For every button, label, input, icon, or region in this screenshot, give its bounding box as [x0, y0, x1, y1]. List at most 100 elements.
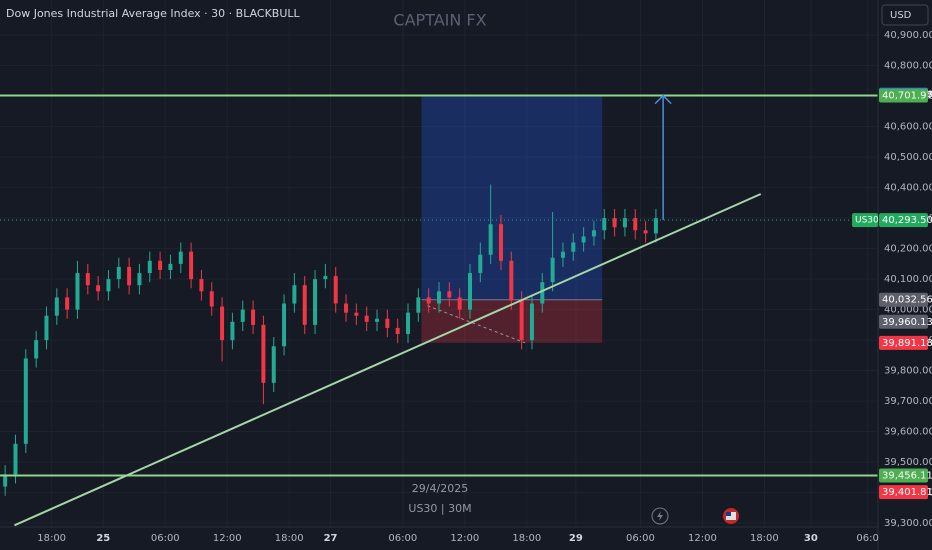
x-tick-label: 25	[96, 533, 110, 544]
x-tick-label: 06:00	[626, 533, 655, 544]
candle-body	[550, 257, 555, 283]
candle-body	[416, 297, 421, 313]
y-tick-label: 39,300.00	[884, 518, 932, 529]
candle-body	[54, 297, 59, 316]
candle-body	[209, 291, 214, 307]
y-tick-label: 39,700.00	[884, 396, 932, 407]
x-tick-label: 18:00	[37, 533, 66, 544]
price-badge-label: 39,960.13	[882, 317, 932, 328]
currency-box[interactable]	[881, 4, 929, 26]
candle-body	[406, 312, 411, 335]
price-badge-label: 40,032.56	[882, 295, 932, 306]
candle-body	[643, 230, 648, 234]
candle-body	[478, 254, 483, 274]
price-badge-label: 39,891.18	[882, 338, 932, 349]
candle-body	[127, 266, 132, 286]
candle-body	[282, 303, 287, 347]
candle-body	[292, 285, 297, 304]
candle-body	[116, 266, 121, 280]
x-tick-label: 06:00	[388, 533, 417, 544]
candle-body	[375, 318, 380, 322]
y-tick-label: 40,200.00	[884, 244, 932, 255]
candle-body	[633, 218, 638, 231]
x-tick-label: 18:00	[275, 533, 304, 544]
candle-body	[591, 230, 596, 237]
candle-body	[75, 273, 80, 310]
candle-body	[34, 340, 39, 359]
y-tick-label: 40,800.00	[884, 61, 932, 72]
candle-body	[498, 224, 503, 261]
plot	[0, 94, 878, 527]
price-badge	[879, 314, 928, 329]
symbol-badge	[852, 213, 878, 228]
candle-body	[395, 327, 400, 335]
candle-body	[529, 303, 534, 341]
y-tick-label: 39,600.00	[884, 427, 932, 438]
candle-body	[251, 309, 256, 325]
candle-body	[158, 260, 163, 270]
candle-body	[540, 282, 545, 304]
candle-body	[333, 276, 338, 304]
candle-body	[447, 291, 452, 298]
candle-body	[302, 285, 307, 325]
candle-body	[354, 312, 359, 316]
x-tick-label: 18:00	[512, 533, 541, 544]
candle-body	[3, 474, 8, 487]
x-tick-label: 30	[804, 533, 818, 544]
candle-body	[457, 297, 462, 310]
price-badge-label: 39,456.11	[882, 471, 932, 482]
candle-body	[271, 346, 276, 383]
footer-label: US30 | 30M	[408, 502, 471, 515]
candle-body	[581, 236, 586, 243]
x-tick-label: 12:00	[688, 533, 717, 544]
candle-body	[344, 303, 349, 313]
candle-body	[240, 309, 245, 322]
candle-body	[602, 218, 607, 231]
price-badge	[879, 292, 928, 307]
price-badge	[879, 88, 928, 103]
candle-body	[13, 443, 18, 475]
y-tick-label: 39,800.00	[884, 366, 932, 377]
candle-body	[622, 218, 627, 228]
candle-body	[85, 273, 90, 286]
dashed-path	[427, 305, 526, 344]
symbol-label: US30	[855, 216, 879, 226]
price-badge-label: 39,401.81	[882, 487, 932, 498]
price-badge-label: 40,701.97	[882, 90, 932, 101]
candle-body	[560, 251, 565, 258]
y-tick-label: 39,500.00	[884, 457, 932, 468]
candle-body	[426, 297, 431, 304]
candle-body	[509, 260, 514, 301]
watermark: CAPTAIN FX	[393, 11, 486, 30]
candle-body	[261, 324, 266, 383]
stop-zone	[421, 299, 603, 343]
price-badge-label: 40,293.50	[882, 215, 932, 226]
candle-body	[437, 291, 441, 304]
event-icon[interactable]	[651, 507, 669, 525]
candle-body	[385, 318, 390, 328]
x-tick-label: 12:00	[213, 533, 242, 544]
candle-body	[44, 315, 49, 341]
lightning-icon	[657, 511, 663, 521]
y-tick-label: 40,100.00	[884, 274, 932, 285]
price-badge	[879, 213, 928, 228]
arrow-head	[654, 94, 672, 105]
candle-body	[313, 279, 318, 325]
x-tick-label: 12:00	[450, 533, 479, 544]
candle-body	[364, 315, 369, 322]
candle-body	[23, 358, 28, 444]
candle-body	[96, 285, 101, 292]
candle-body	[147, 260, 152, 274]
candle-body	[65, 297, 70, 310]
candle-body	[653, 218, 658, 234]
chart-title: Dow Jones Industrial Average Index · 30 …	[6, 7, 301, 20]
x-tick-label: 27	[324, 533, 338, 544]
y-tick-label: 40,600.00	[884, 122, 932, 133]
x-tick-label: 06:0	[856, 533, 878, 544]
candle-body	[220, 306, 225, 341]
candle-body	[488, 224, 493, 255]
axes: 39,300.0039,400.0039,500.0039,600.0039,7…	[37, 30, 932, 544]
price-badge	[879, 335, 928, 350]
